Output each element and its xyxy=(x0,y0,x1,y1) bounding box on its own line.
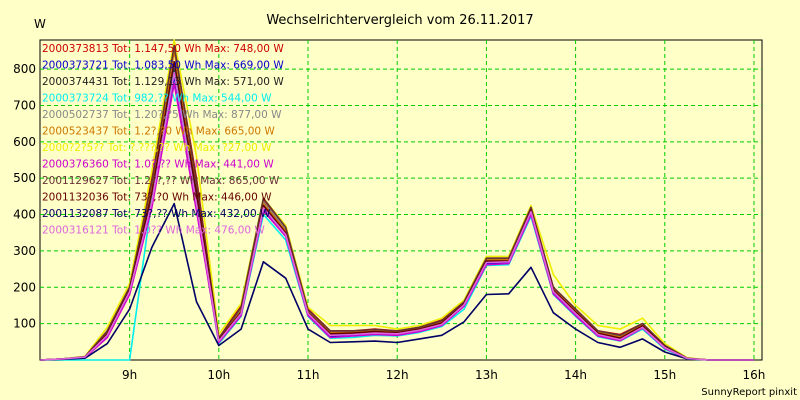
y-tick-label-7: 800 xyxy=(13,62,36,76)
x-tick-label-7: 16h xyxy=(743,368,766,382)
plot-area xyxy=(39,39,763,361)
y-tick-label-3: 400 xyxy=(13,208,36,222)
x-tick-label-5: 14h xyxy=(564,368,587,382)
legend: 2000373813 Tot: 1.147,50 Wh Max: 748,00 … xyxy=(42,43,284,237)
x-tick-label-2: 11h xyxy=(297,368,320,382)
series-line-6 xyxy=(40,39,754,361)
series-line-9 xyxy=(40,60,754,361)
y-tick-label-0: 100 xyxy=(13,317,36,331)
legend-entry-4: 2000502737 Tot: 1.20?,?5 Wh Max: 877,00 … xyxy=(42,109,282,121)
y-tick-label-2: 300 xyxy=(13,244,36,258)
x-tick-label-1: 10h xyxy=(207,368,230,382)
x-axis: 9h 10h 11h 12h 13h 14h 15h 16h xyxy=(122,368,765,382)
series-line-8 xyxy=(40,44,754,361)
x-tick-label-6: 15h xyxy=(653,368,676,382)
footer-credit: SunnyReport pinxit xyxy=(701,387,797,398)
chart-title: Wechselrichtervergleich vom 26.11.2017 xyxy=(266,13,533,28)
y-tick-label-1: 200 xyxy=(13,280,36,294)
legend-entry-10: 2001132087 Tot: 73?,?? Wh Max: 432,00 W xyxy=(42,208,271,220)
legend-entry-3: 2000373724 Tot: 982,?? Wh Max: 544,00 W xyxy=(42,93,272,105)
x-tick-label-3: 12h xyxy=(386,368,409,382)
series-lines xyxy=(40,39,754,361)
legend-entry-6: 2000?2?5?? Tot: ?.???,?? Wh Max: ?27,00 … xyxy=(42,142,272,154)
series-line-10 xyxy=(40,202,754,361)
legend-entry-0: 2000373813 Tot: 1.147,50 Wh Max: 748,00 … xyxy=(42,43,284,55)
y-tick-label-5: 600 xyxy=(13,135,36,149)
y-tick-label-4: 500 xyxy=(13,171,36,185)
legend-entry-5: 2000523437 Tot: 1.2?,?0 Wh Max: 665,00 W xyxy=(42,126,275,138)
y-tick-label-6: 700 xyxy=(13,98,36,112)
x-tick-label-4: 13h xyxy=(475,368,498,382)
legend-entry-2: 2000374431 Tot: 1.129,13 Wh Max: 571,00 … xyxy=(42,76,284,88)
y-axis-label: W xyxy=(34,17,46,31)
legend-entry-1: 2000373721 Tot: 1.083,50 Wh Max: 669,00 … xyxy=(42,60,284,72)
y-axis: 100 200 300 400 500 600 700 800 xyxy=(13,62,36,331)
legend-entry-7: 2000376360 Tot: 1.0?,?? Wh Max: 441,00 W xyxy=(42,159,274,171)
x-tick-label-0: 9h xyxy=(122,368,137,382)
legend-entry-9: 2001132036 Tot: 73?,?0 Wh Max: 446,00 W xyxy=(42,192,272,204)
legend-entry-8: 2001129627 Tot: 1.2??,?? Wh Max: 865,00 … xyxy=(42,175,280,187)
legend-entry-11: 2000316121 Tot: 1.0?? Wh Max: 476,00 W xyxy=(42,225,265,237)
series-line-11 xyxy=(40,71,754,361)
